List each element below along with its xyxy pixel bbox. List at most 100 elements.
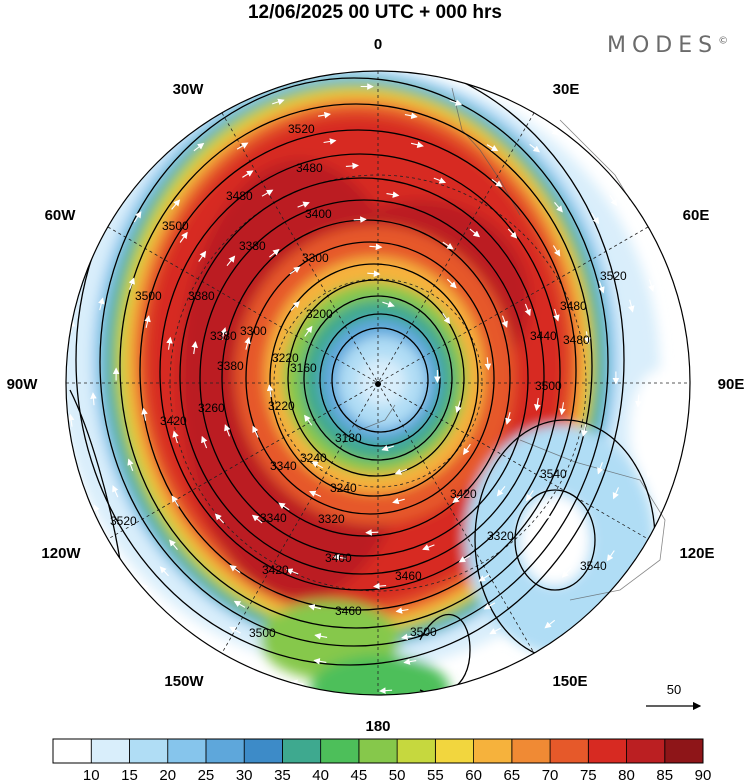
wind-vector-arrow <box>609 194 618 207</box>
wind-vector-arrow <box>395 607 409 614</box>
colorbar-swatch <box>626 738 666 764</box>
colorbar-swatch <box>52 738 92 764</box>
wind-vector-arrow <box>261 189 274 197</box>
contour-label: 3460 <box>335 604 362 618</box>
wind-vector-arrow <box>394 468 408 475</box>
contour-label: 3300 <box>240 324 267 338</box>
map-boundary <box>65 70 691 696</box>
wind-vector-arrow <box>308 490 322 498</box>
colorbar-tick-label: 50 <box>389 767 406 782</box>
height-contours <box>69 71 656 695</box>
contour-label: 3200 <box>306 307 333 321</box>
wind-vector-arrow <box>141 407 148 421</box>
wind-vector-arrow <box>466 667 479 674</box>
wind-vector-arrow <box>220 327 227 340</box>
colorbar-swatch <box>473 738 513 764</box>
wind-vector-arrow <box>304 325 313 337</box>
colorbar-tick-label: 90 <box>695 767 712 782</box>
wind-vector-arrow <box>93 504 100 517</box>
wind-vector-arrow <box>179 231 188 243</box>
colorbar-tick-label: 10 <box>83 767 100 782</box>
contour-label: 3420 <box>450 487 477 501</box>
wind-vector-arrow <box>198 250 207 262</box>
wind-vector-arrow <box>648 279 655 293</box>
wind-vector-arrow <box>332 554 346 561</box>
wind-vector-arrow <box>68 319 76 333</box>
reference-vector: 50 <box>646 682 702 711</box>
wind-vector-arrow <box>382 301 395 308</box>
colorbar-swatch <box>511 738 551 764</box>
wind-vector-arrow <box>166 336 173 350</box>
wind-vector-arrow <box>144 154 154 165</box>
wind-vector-arrow <box>403 658 417 665</box>
wind-vector-arrow <box>251 514 263 524</box>
wind-vector-arrow <box>628 299 635 313</box>
wind-vector-arrow <box>313 658 327 665</box>
contour-label: 3380 <box>217 359 244 373</box>
wind-vector-arrow <box>236 142 249 150</box>
colorbar-tick-label: 85 <box>656 767 673 782</box>
contour-label: 3500 <box>162 219 189 233</box>
contour-label: 3480 <box>563 333 590 347</box>
wind-vector-arrow <box>209 644 221 652</box>
wind-vector-arrow <box>584 331 591 345</box>
lon-label-30w: 30W <box>173 81 205 98</box>
contour-label: 3340 <box>270 459 297 473</box>
wind-vector-arrow <box>598 281 605 294</box>
wind-vector-arrow <box>442 241 454 250</box>
wind-vector-arrow <box>433 177 447 184</box>
wind-vector-arrow <box>553 308 560 322</box>
wind-vector-arrow <box>386 191 400 198</box>
contour-label: 3520 <box>288 122 315 136</box>
colorbar-tick-label: 25 <box>198 767 215 782</box>
wind-vector-arrow <box>452 494 463 504</box>
colorbar-tick-label: 60 <box>465 767 482 782</box>
wind-vector-arrow <box>544 509 553 521</box>
brand-text: MODES <box>607 33 719 58</box>
wind-vector-arrow <box>410 141 424 148</box>
lon-label-30e: 30E <box>553 81 580 98</box>
wind-vector-arrow <box>314 632 328 640</box>
lon-label-90e: 90E <box>718 376 745 393</box>
wind-vector-arrow <box>606 550 615 562</box>
colorbar-swatch <box>664 738 704 764</box>
wind-vector-arrow <box>98 297 105 311</box>
wind-vector-arrow <box>554 202 563 213</box>
colorbar-tick-label: 65 <box>503 767 520 782</box>
colorbar-swatch <box>90 738 130 764</box>
wind-vector-arrow <box>311 461 323 469</box>
contour-label: 3240 <box>300 451 327 465</box>
colorbar-swatch <box>205 738 245 764</box>
contour-label: 3380 <box>210 329 237 343</box>
wind-vector-arrow <box>308 604 322 611</box>
wind-vector-arrow <box>544 619 556 629</box>
contour-label: 3480 <box>560 299 587 313</box>
colorbar-tick-label: 55 <box>427 767 444 782</box>
wind-vector-arrow <box>367 270 381 277</box>
wind-vector-arrow <box>646 465 654 478</box>
contour-label: 3320 <box>487 529 514 543</box>
wind-vector-arrow <box>242 170 254 178</box>
colorbar-tick-label: 15 <box>121 767 138 782</box>
colorbar-swatch <box>358 738 398 764</box>
wind-vector-arrow <box>169 539 178 550</box>
colorbar-tick-label: 20 <box>159 767 176 782</box>
wind-vector-arrow <box>422 544 435 551</box>
colorbar-swatch <box>129 738 169 764</box>
contour-label: 3540 <box>540 467 567 481</box>
wind-vector-arrow <box>171 199 181 210</box>
contour-label: 3260 <box>198 401 225 415</box>
colorbar-tick-label: 30 <box>236 767 253 782</box>
colorbar-swatch <box>396 738 436 764</box>
contour-label: 3500 <box>135 289 162 303</box>
colorbar-tick-label: 35 <box>274 767 291 782</box>
wind-vector-arrow <box>90 392 97 406</box>
colorbar-tick-label: 80 <box>618 767 635 782</box>
lon-label-150e: 150E <box>552 673 587 690</box>
wind-vector-arrow <box>67 413 75 427</box>
wind-vector-arrow <box>201 435 208 449</box>
wind-vector-arrow <box>455 400 462 414</box>
wind-vector-arrow <box>141 583 151 594</box>
wind-vector-arrow <box>133 211 142 223</box>
